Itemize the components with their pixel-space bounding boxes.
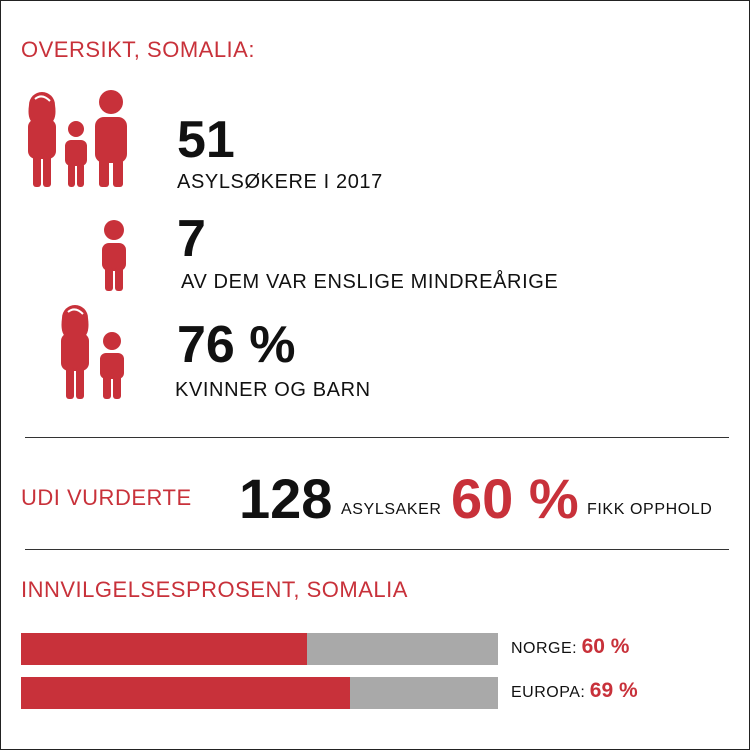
udi-cases-label: ASYLSAKER [341, 501, 442, 518]
stat-value-asylum-seekers: 51 [177, 111, 235, 169]
approval-label-norway-text: NORGE: [511, 640, 578, 657]
stat-caption-unaccompanied-minors: AV DEM VAR ENSLIGE MINDREÅRIGE [181, 271, 559, 293]
approval-bar-norway-fill [21, 633, 308, 665]
child-icon [99, 219, 129, 291]
approval-bar-norway [21, 633, 498, 665]
udi-label: UDI VURDERTE [21, 485, 192, 510]
stat-value-women-children: 76 % [177, 316, 296, 374]
approval-label-europe-text: EUROPA: [511, 684, 586, 701]
approval-label-norway: NORGE: 60 % [511, 635, 629, 659]
approval-bar-europe [21, 677, 498, 709]
stat-value-unaccompanied-minors: 7 [177, 210, 206, 268]
udi-granted-label: FIKK OPPHOLD [587, 501, 713, 518]
divider [25, 437, 729, 438]
approval-title: INNVILGELSESPROSENT, SOMALIA [21, 577, 408, 602]
approval-value-norway: 60 % [581, 635, 630, 658]
family-icon [25, 89, 135, 189]
udi-cases-value: 128 [239, 467, 333, 530]
woman-child-icon [59, 303, 131, 399]
udi-granted-value: 60 % [451, 467, 579, 530]
stat-caption-asylum-seekers: ASYLSØKERE I 2017 [177, 171, 383, 193]
approval-label-europe: EUROPA: 69 % [511, 679, 638, 703]
approval-bar-europe-fill [21, 677, 351, 709]
approval-value-europe: 69 % [589, 679, 638, 702]
stat-caption-women-children: KVINNER OG BARN [175, 379, 371, 401]
divider [25, 549, 729, 550]
overview-title: OVERSIKT, SOMALIA: [21, 37, 255, 62]
